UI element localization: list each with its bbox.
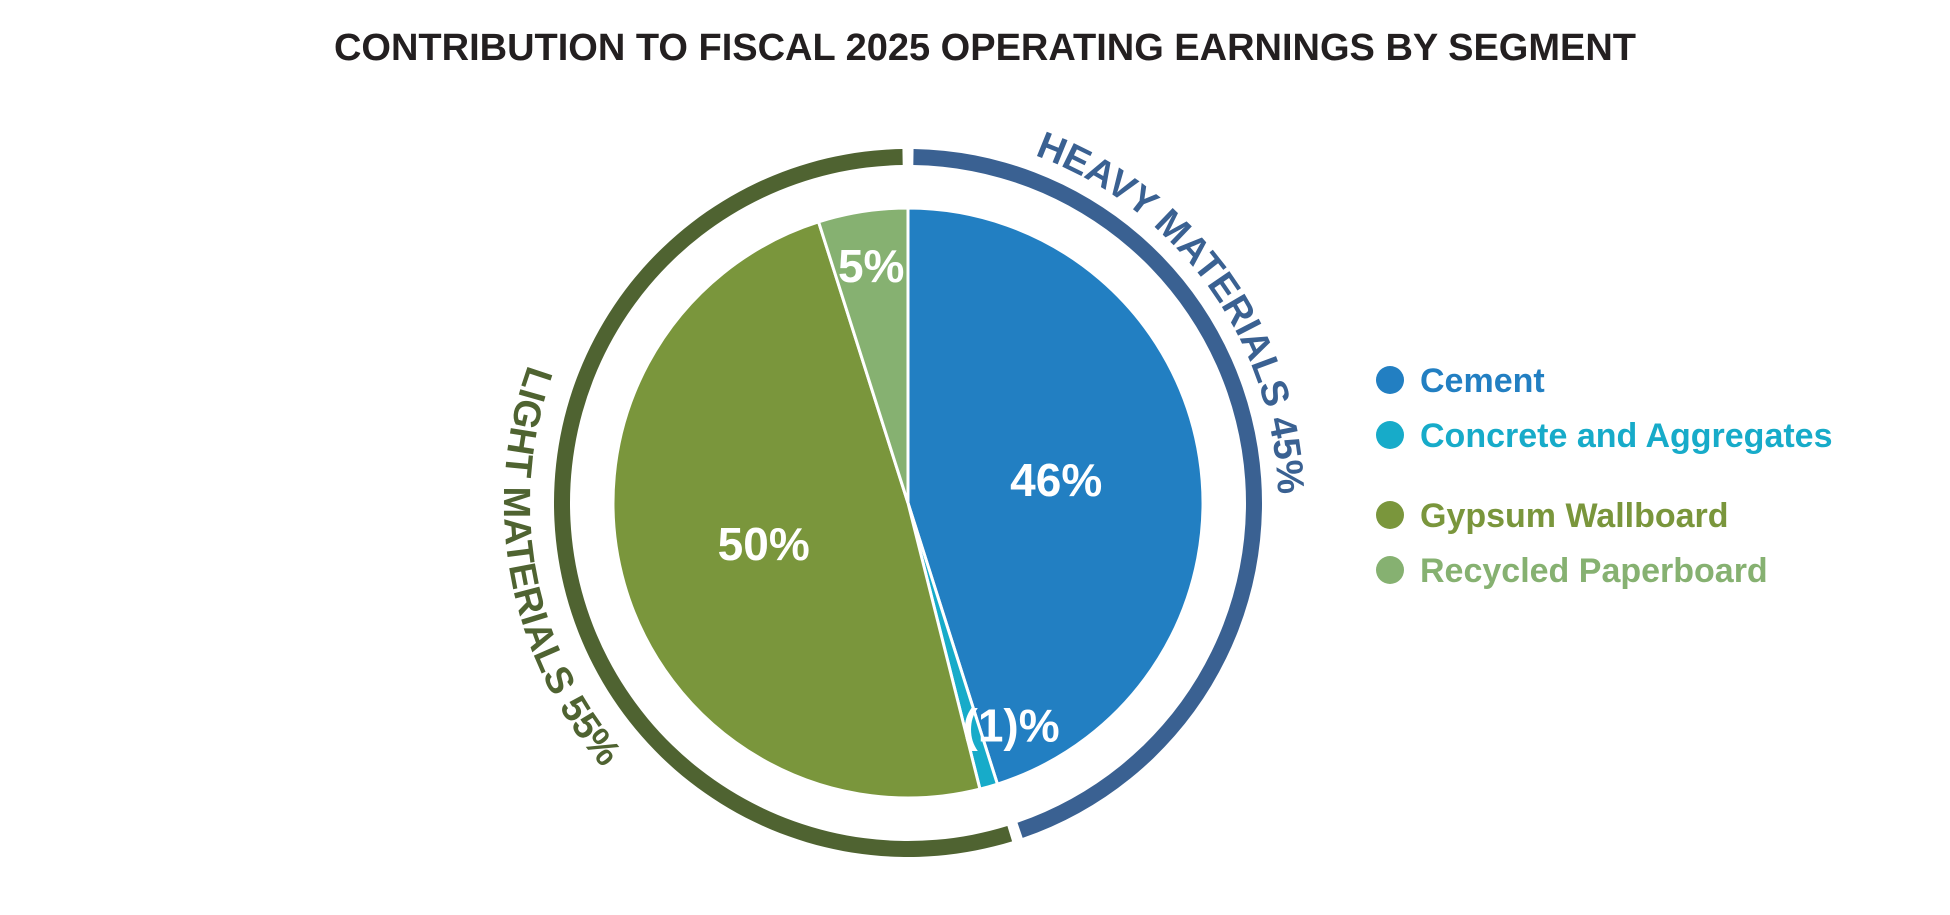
chart-title: CONTRIBUTION TO FISCAL 2025 OPERATING EA… — [334, 27, 1636, 69]
legend-label-gypsum-wallboard: Gypsum Wallboard — [1420, 497, 1729, 535]
legend-marker-concrete-and-aggregates — [1376, 421, 1404, 449]
slice-label-recycled-paperboard: 5% — [838, 240, 904, 292]
slice-label-concrete-and-aggregates: (1)% — [963, 699, 1060, 751]
pie-slice-gypsum-wallboard — [611, 219, 982, 800]
legend-label-concrete-and-aggregates: Concrete and Aggregates — [1420, 417, 1833, 455]
slice-labels: 46% (1)% 50% 5% — [718, 240, 1103, 751]
pie-slices — [611, 206, 1205, 800]
pie-slice-recycled-paperboard — [816, 206, 910, 504]
legend-marker-gypsum-wallboard — [1376, 501, 1404, 529]
slice-label-gypsum-wallboard: 50% — [718, 518, 810, 570]
legend: Cement Concrete and Aggregates Gypsum Wall… — [1376, 362, 1833, 590]
pie-slice-cement — [906, 206, 1205, 787]
legend-label-cement: Cement — [1420, 362, 1545, 400]
slice-label-cement: 46% — [1010, 454, 1102, 506]
legend-marker-cement — [1376, 366, 1404, 394]
legend-label-recycled-paperboard: Recycled Paperboard — [1420, 552, 1768, 590]
legend-marker-recycled-paperboard — [1376, 556, 1404, 584]
